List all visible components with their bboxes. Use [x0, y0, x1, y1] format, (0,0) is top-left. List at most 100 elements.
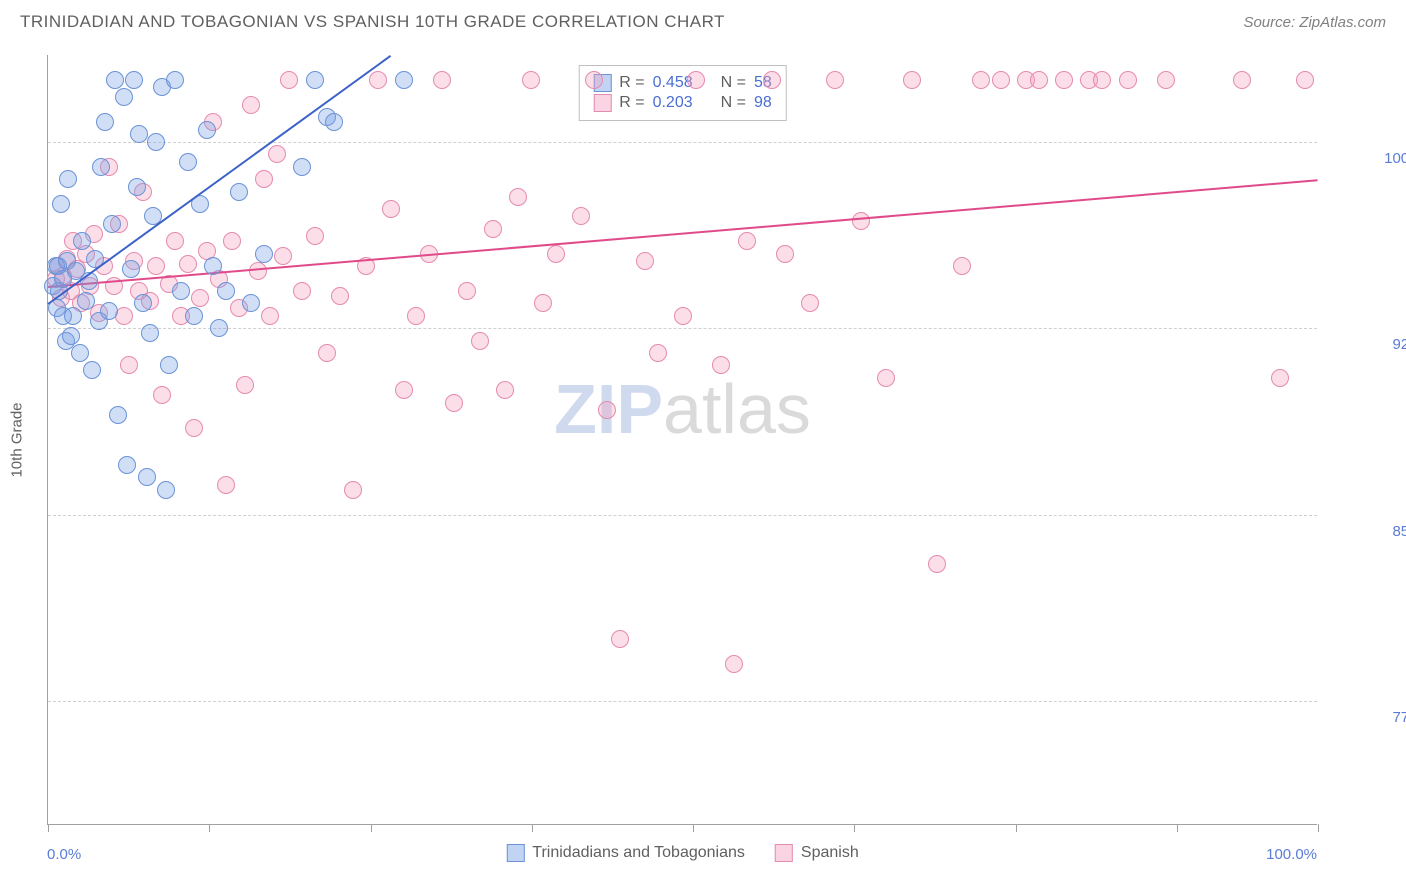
data-point: [484, 220, 502, 238]
data-point: [331, 287, 349, 305]
legend-n-label: N =: [721, 74, 746, 92]
data-point: [369, 71, 387, 89]
data-point: [100, 302, 118, 320]
data-point: [972, 71, 990, 89]
data-point: [801, 294, 819, 312]
data-point: [903, 71, 921, 89]
x-tick: [1016, 824, 1017, 832]
data-point: [160, 356, 178, 374]
data-point: [992, 71, 1010, 89]
legend-item: Trinidadians and Tobagonians: [506, 844, 745, 862]
data-point: [166, 71, 184, 89]
plot-area: ZIPatlas R =0.458N =58R =0.203N =98 Trin…: [47, 55, 1317, 825]
legend-row: R =0.203N =98: [593, 94, 772, 112]
data-point: [130, 125, 148, 143]
data-point: [255, 245, 273, 263]
data-point: [1119, 71, 1137, 89]
data-point: [172, 282, 190, 300]
data-point: [509, 188, 527, 206]
legend-row: R =0.458N =58: [593, 74, 772, 92]
data-point: [293, 158, 311, 176]
data-point: [598, 401, 616, 419]
legend-swatch: [506, 844, 524, 862]
legend-r-label: R =: [619, 74, 644, 92]
data-point: [712, 356, 730, 374]
y-tick-label: 77.5%: [1392, 709, 1406, 726]
legend-series: Trinidadians and Tobagonians Spanish: [506, 844, 858, 862]
data-point: [458, 282, 476, 300]
data-point: [306, 71, 324, 89]
data-point: [611, 630, 629, 648]
data-point: [179, 153, 197, 171]
data-point: [115, 88, 133, 106]
data-point: [106, 71, 124, 89]
data-point: [471, 332, 489, 350]
gridline: [48, 328, 1317, 329]
data-point: [73, 232, 91, 250]
data-point: [103, 215, 121, 233]
data-point: [92, 158, 110, 176]
data-point: [1157, 71, 1175, 89]
data-point: [198, 121, 216, 139]
data-point: [1296, 71, 1314, 89]
data-point: [166, 232, 184, 250]
data-point: [407, 307, 425, 325]
gridline: [48, 142, 1317, 143]
y-tick-label: 100.0%: [1384, 150, 1406, 167]
data-point: [118, 456, 136, 474]
data-point: [62, 327, 80, 345]
data-point: [928, 555, 946, 573]
x-min-label: 0.0%: [47, 846, 81, 863]
data-point: [217, 282, 235, 300]
x-tick: [1318, 824, 1319, 832]
x-max-label: 100.0%: [1266, 846, 1317, 863]
data-point: [96, 113, 114, 131]
data-point: [1030, 71, 1048, 89]
data-point: [242, 96, 260, 114]
legend-swatch: [593, 94, 611, 112]
data-point: [122, 260, 140, 278]
legend-label: Spanish: [801, 844, 859, 862]
source-label: Source: ZipAtlas.com: [1243, 14, 1386, 31]
x-tick: [209, 824, 210, 832]
watermark-atlas: atlas: [663, 370, 811, 448]
data-point: [217, 476, 235, 494]
data-point: [109, 406, 127, 424]
data-point: [306, 227, 324, 245]
data-point: [433, 71, 451, 89]
data-point: [649, 344, 667, 362]
data-point: [1271, 369, 1289, 387]
legend-r-value: 0.203: [653, 94, 693, 112]
data-point: [77, 292, 95, 310]
data-point: [141, 324, 159, 342]
legend-n-value: 98: [754, 94, 772, 112]
gridline: [48, 701, 1317, 702]
data-point: [280, 71, 298, 89]
data-point: [236, 376, 254, 394]
data-point: [153, 386, 171, 404]
data-point: [877, 369, 895, 387]
data-point: [59, 170, 77, 188]
chart-title: TRINIDADIAN AND TOBAGONIAN VS SPANISH 10…: [20, 12, 725, 32]
data-point: [120, 356, 138, 374]
data-point: [382, 200, 400, 218]
data-point: [223, 232, 241, 250]
x-tick: [1177, 824, 1178, 832]
x-tick: [693, 824, 694, 832]
data-point: [249, 262, 267, 280]
data-point: [725, 655, 743, 673]
data-point: [125, 71, 143, 89]
legend-r-label: R =: [619, 94, 644, 112]
x-tick: [48, 824, 49, 832]
data-point: [1093, 71, 1111, 89]
data-point: [255, 170, 273, 188]
data-point: [147, 133, 165, 151]
data-point: [138, 468, 156, 486]
data-point: [204, 257, 222, 275]
data-point: [534, 294, 552, 312]
data-point: [344, 481, 362, 499]
data-point: [83, 361, 101, 379]
x-tick: [532, 824, 533, 832]
data-point: [179, 255, 197, 273]
data-point: [852, 212, 870, 230]
